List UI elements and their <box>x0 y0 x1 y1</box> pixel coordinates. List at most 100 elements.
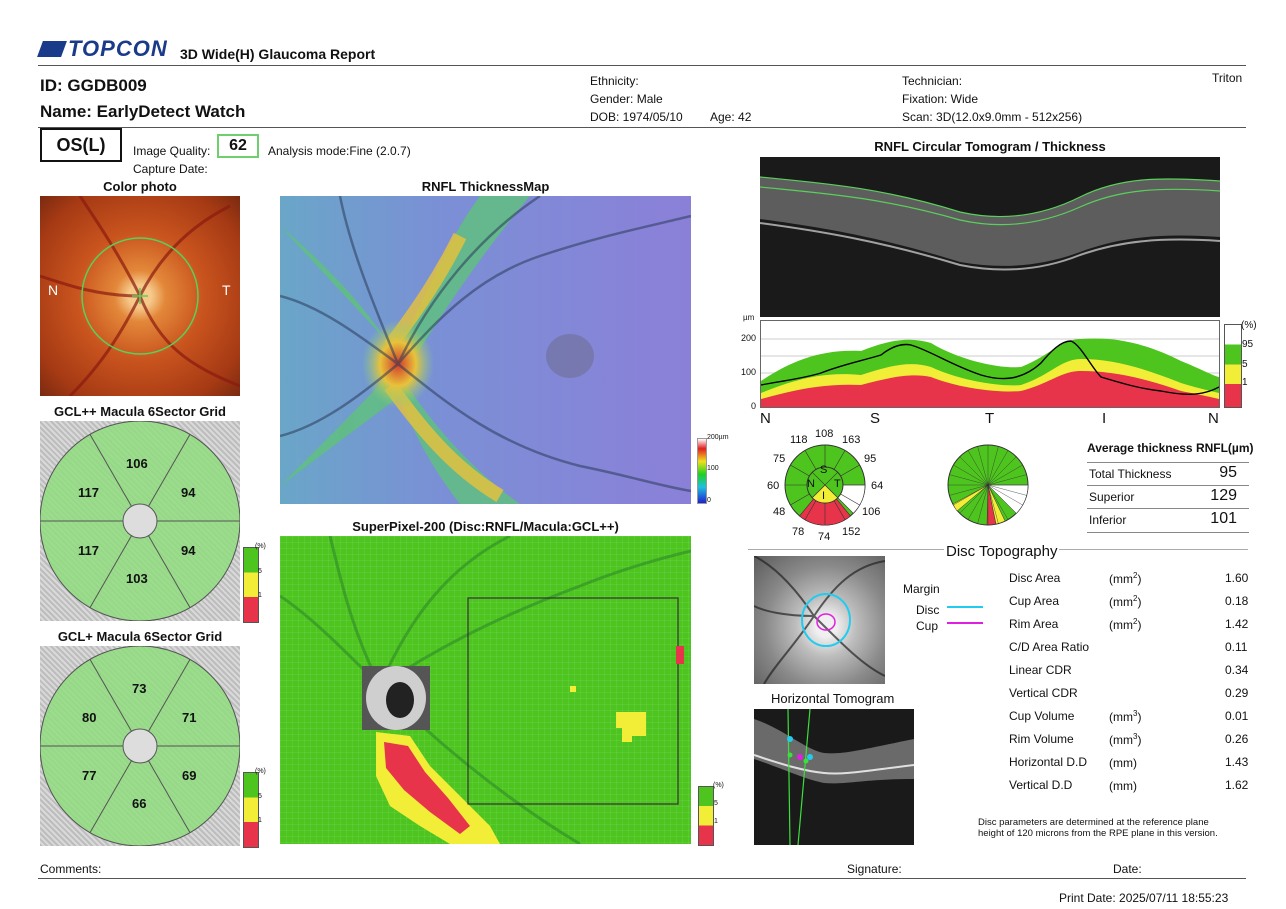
clock-8: 48 <box>773 506 786 518</box>
circular-thickness-plot <box>760 338 1220 407</box>
circular-pct: (%) <box>1241 320 1257 331</box>
disc-metric-value: 0.26 <box>1225 732 1249 746</box>
disc-metric-unit: (mm3) <box>1109 709 1141 724</box>
image-quality-value: 62 <box>217 134 259 158</box>
avg-row-inferior: Inferior 101 <box>1087 510 1249 533</box>
gcl-pp-legend-pct: (%) <box>255 543 266 550</box>
horizontal-tomogram-title: Horizontal Tomogram <box>771 691 895 706</box>
circular-x-t: T <box>985 410 995 427</box>
circular-x-i: I <box>1102 410 1107 427</box>
disc-metric-label: Cup Volume <box>1009 709 1075 723</box>
disc-metric-unit: (mm) <box>1109 778 1137 793</box>
avg-row-superior-label: Superior <box>1089 490 1135 504</box>
superpixel-overlay <box>280 536 691 844</box>
disc-metric-unit-sup: 2 <box>1133 571 1138 580</box>
clock-9: 60 <box>767 480 780 492</box>
disc-metric-value: 1.42 <box>1225 617 1249 631</box>
disc-note-1: Disc parameters are determined at the re… <box>978 817 1209 828</box>
disc-metric-unit-text: (mm <box>1109 595 1133 609</box>
margin-label: Margin <box>903 582 940 596</box>
cup-legend-line <box>947 622 983 624</box>
gcl-p-sup-nasal: 80 <box>82 710 97 725</box>
gcl-p-title: GCL+ Macula 6Sector Grid <box>57 629 223 644</box>
superpixel-title: SuperPixel-200 (Disc:RNFL/Macula:GCL++) <box>352 519 619 534</box>
disc-topography-title: Disc Topography <box>944 543 1060 560</box>
gender: Gender: Male <box>590 92 663 106</box>
avg-row-superior: Superior 129 <box>1087 486 1249 509</box>
circular-pct-95: 95 <box>1242 339 1254 350</box>
disc-metric-unit-end: ) <box>1137 595 1142 609</box>
gcl-pp-sup-nasal: 117 <box>78 485 99 500</box>
topcon-logo-icon <box>37 41 67 57</box>
gcl-pp-inf-temporal: 94 <box>181 543 196 558</box>
disc-legend-line <box>947 606 983 608</box>
circular-pct-legend <box>1224 324 1242 408</box>
disc-metric-row: Disc Area (mm2) 1.60 <box>1009 571 1249 589</box>
disc-metric-value: 1.62 <box>1225 778 1249 792</box>
circular-pct-5: 5 <box>1242 359 1248 370</box>
disc-metric-label: C/D Area Ratio <box>1009 640 1090 654</box>
disc-metric-value: 1.60 <box>1225 571 1249 585</box>
disc-metric-value: 0.29 <box>1225 686 1249 700</box>
color-photo-title: Color photo <box>103 179 177 194</box>
device-name: Triton <box>1212 71 1243 85</box>
disc-metric-label: Linear CDR <box>1009 663 1072 677</box>
thickness-map-title: RNFL ThicknessMap <box>421 179 550 194</box>
gcl-pp-legend-5: 5 <box>258 568 262 575</box>
date-label: Date: <box>1113 862 1142 876</box>
disc-metric-value: 0.11 <box>1225 640 1248 654</box>
nasal-label: N <box>48 282 59 298</box>
eye-badge: OS(L) <box>40 128 122 162</box>
topcon-logo: TOPCON <box>37 36 168 62</box>
gcl-pp-grid: 106 117 94 117 94 103 <box>39 420 241 622</box>
disc-metric-unit-text: (mm <box>1109 572 1133 586</box>
clock-3: 64 <box>871 480 884 492</box>
horizontal-tomogram <box>754 709 914 845</box>
superpixel-legend-pct: (%) <box>713 782 724 789</box>
print-date: Print Date: 2025/07/11 18:55:23 <box>1059 891 1229 905</box>
avg-row-superior-value: 129 <box>1210 487 1237 504</box>
clock-quadrant-i: I <box>822 490 826 502</box>
color-photo-overlay <box>40 196 240 396</box>
age: Age: 42 <box>710 110 752 124</box>
sector-pie <box>947 444 1029 526</box>
gcl-pp-inf-nasal: 117 <box>78 543 99 558</box>
thickness-map <box>280 196 691 504</box>
disc-metric-unit-end: ) <box>1137 572 1142 586</box>
temporal-label: T <box>222 282 231 298</box>
header-divider <box>38 65 1246 66</box>
disc-metric-unit: (mm3) <box>1109 732 1141 747</box>
disc-metric-row: Rim Area (mm2) 1.42 <box>1009 617 1249 635</box>
gcl-pp-sectors <box>39 420 241 622</box>
disc-metric-value: 0.18 <box>1225 594 1249 608</box>
report-title: 3D Wide(H) Glaucoma Report <box>180 46 376 62</box>
disc-metric-row: Rim Volume (mm3) 0.26 <box>1009 732 1249 750</box>
superpixel-legend-1: 1 <box>714 818 718 825</box>
gcl-pp-sup-temporal: 94 <box>181 485 196 500</box>
disc-metric-value: 0.34 <box>1225 663 1249 677</box>
gcl-p-sectors <box>39 645 241 847</box>
gcl-p-legend-pct: (%) <box>255 768 266 775</box>
disc-legend-label: Disc <box>916 603 940 617</box>
clock-4: 106 <box>862 506 881 518</box>
circular-ytick-100: 100 <box>741 367 757 377</box>
disc-metric-row: Linear CDR 0.34 <box>1009 663 1249 681</box>
disc-metric-value: 0.01 <box>1225 709 1249 723</box>
clock-6: 74 <box>818 531 831 543</box>
circular-ytick-200: 200 <box>741 333 757 343</box>
gcl-p-inf-temporal: 69 <box>182 768 197 783</box>
gcl-pp-sup: 106 <box>126 456 148 471</box>
thickness-scale-min: 0 <box>707 497 711 504</box>
clock-12: 108 <box>815 428 834 440</box>
circular-unit: µm <box>743 313 755 322</box>
cup-legend-label: Cup <box>916 619 939 633</box>
gcl-p-legend-1: 1 <box>258 817 262 824</box>
signature-label: Signature: <box>847 862 902 876</box>
clock-5: 152 <box>842 526 861 538</box>
circular-pct-1: 1 <box>1242 377 1248 388</box>
technician: Technician: <box>902 74 963 88</box>
disc-metric-label: Rim Area <box>1009 617 1059 631</box>
disc-metric-row: Vertical CDR 0.29 <box>1009 686 1249 704</box>
clock-quadrant-n: N <box>807 478 815 490</box>
disc-metric-label: Vertical D.D <box>1009 778 1073 792</box>
